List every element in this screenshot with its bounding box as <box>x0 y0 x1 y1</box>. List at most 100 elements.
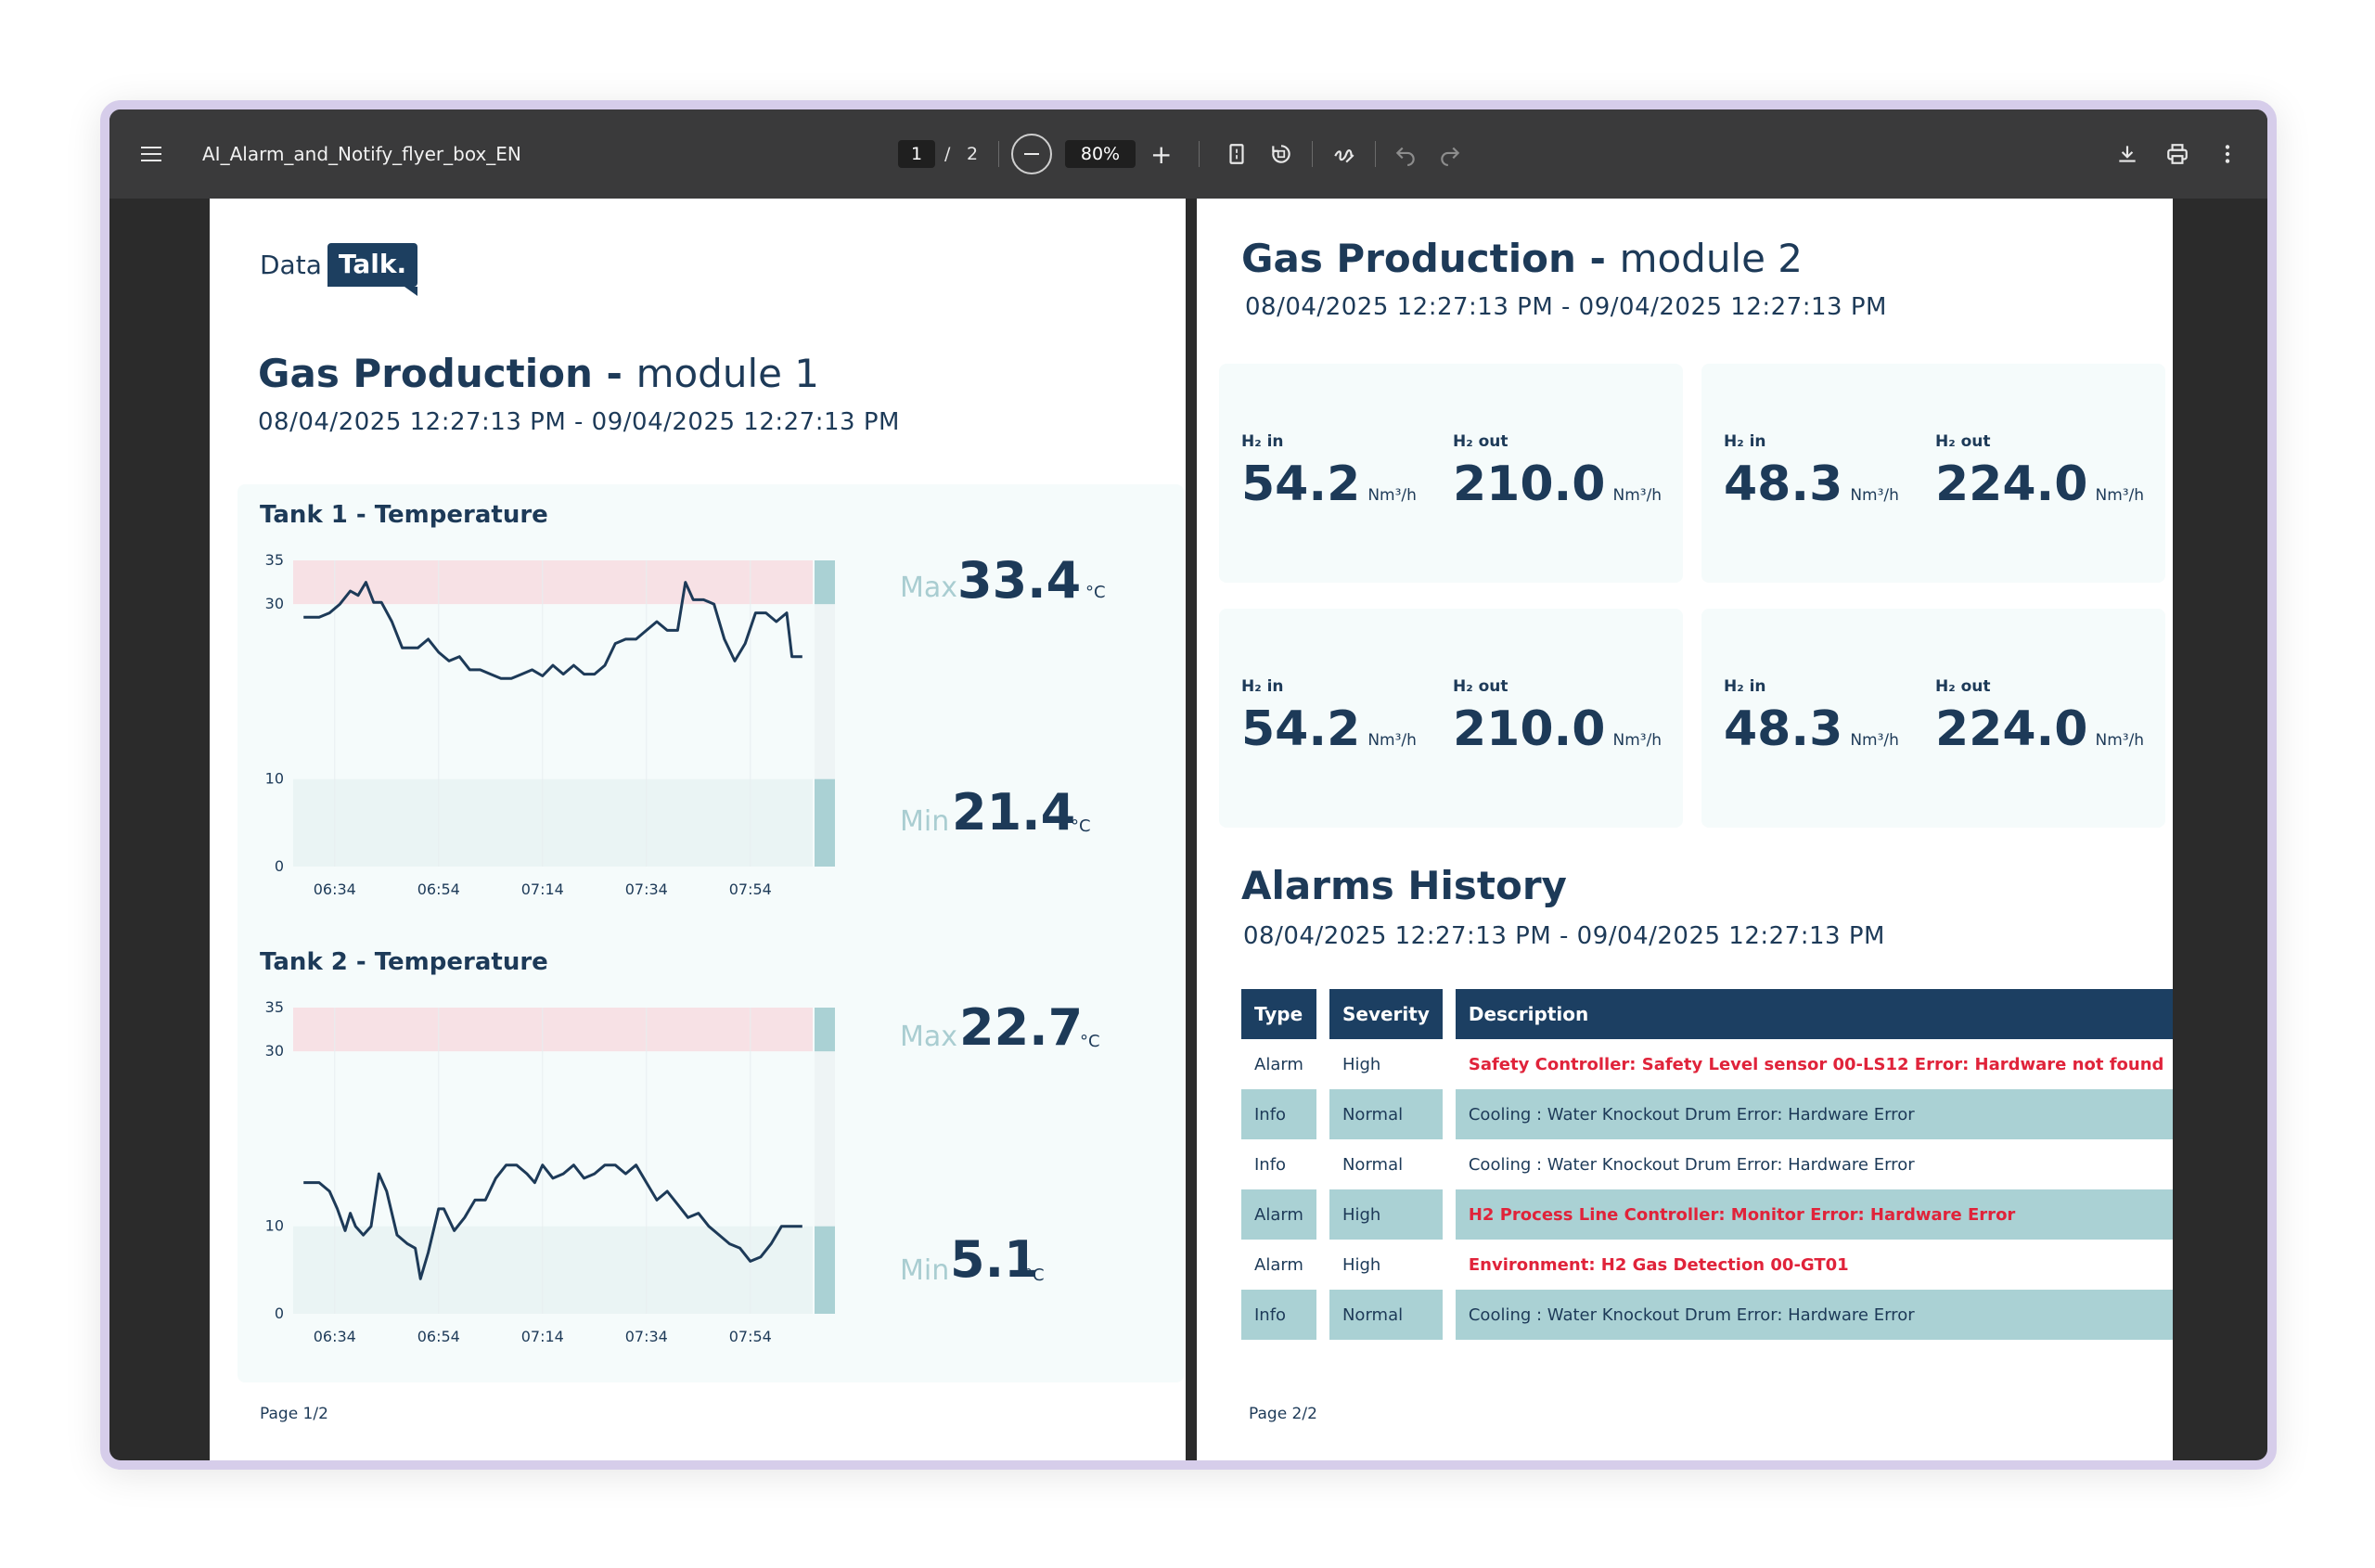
zoom-out-button[interactable] <box>1011 109 1052 199</box>
gauge-max-segment <box>815 1008 835 1052</box>
zoom-in-icon[interactable]: + <box>1150 138 1173 170</box>
pdf-page-2: Gas Production - module 2 08/04/2025 12:… <box>1197 199 2173 1460</box>
kpi-value: 54.2 <box>1241 456 1361 512</box>
tank2-max-value: 22.7 <box>959 998 1084 1057</box>
alarm-description: H2 Process Line Controller: Monitor Erro… <box>1455 1189 2173 1240</box>
kpi-value: 210.0 <box>1453 701 1606 757</box>
alarm-type: Info <box>1241 1290 1316 1340</box>
alarm-severity: High <box>1342 1054 1381 1074</box>
menu-icon[interactable] <box>141 109 167 199</box>
tank1-min-unit: °C <box>1071 816 1091 836</box>
redo-icon[interactable] <box>1436 109 1464 199</box>
y-tick-label: 30 <box>265 595 284 612</box>
alarm-type: Info <box>1254 1154 1287 1175</box>
tank1-max-label: Max <box>900 572 958 604</box>
x-tick-label: 07:14 <box>521 1328 564 1345</box>
undo-icon[interactable] <box>1392 109 1419 199</box>
y-tick-label: 35 <box>265 998 284 1016</box>
table-row: Alarm High H2 Process Line Controller: M… <box>1241 1189 2173 1240</box>
gauge-max-segment <box>815 560 835 605</box>
temperature-series-line <box>303 581 802 680</box>
h2-in-kpi: H₂ in 54.2 Nm³/h <box>1241 677 1417 757</box>
kpi-unit: Nm³/h <box>2095 731 2145 750</box>
kpi-label: H₂ out <box>1453 677 1508 696</box>
tank2-min-label: Min <box>900 1254 950 1287</box>
tank2-min-unit: °C <box>1024 1266 1045 1285</box>
y-tick-label: 30 <box>265 1042 284 1060</box>
document-title: AI_Alarm_and_Notify_flyer_box_EN <box>202 143 521 165</box>
h2-out-kpi: H₂ out 210.0 Nm³/h <box>1453 677 1662 757</box>
alarm-type: Alarm <box>1254 1254 1303 1275</box>
kpi-value: 224.0 <box>1935 701 2088 757</box>
page-date-range: 08/04/2025 12:27:13 PM - 09/04/2025 12:2… <box>1245 293 1887 321</box>
logo-data-text: Data <box>260 250 322 280</box>
kpi-label: H₂ out <box>1453 432 1508 451</box>
tank1-temperature-chart: 35 30 10 0 06:34 06:54 07:14 07:34 07:54 <box>265 551 835 898</box>
kpi-label: H₂ in <box>1241 677 1284 696</box>
h2-in-kpi: H₂ in 48.3 Nm³/h <box>1724 432 1899 512</box>
pdf-viewer-window: AI_Alarm_and_Notify_flyer_box_EN 1 / 2 8… <box>100 100 2277 1470</box>
rotate-icon[interactable] <box>1267 109 1295 199</box>
fit-page-icon[interactable] <box>1223 109 1251 199</box>
tank1-chart-title: Tank 1 - Temperature <box>260 501 548 529</box>
threshold-band <box>293 778 813 867</box>
alarm-description: Cooling : Water Knockout Drum Error: Har… <box>1468 1154 1915 1175</box>
page-footer: Page 2/2 <box>1249 1405 1317 1423</box>
viewer-toolbar: AI_Alarm_and_Notify_flyer_box_EN 1 / 2 8… <box>109 109 2267 199</box>
kpi-unit: Nm³/h <box>1850 731 1899 750</box>
tank1-max-unit: °C <box>1085 583 1106 602</box>
temperature-series-line <box>303 1163 802 1280</box>
alarm-severity: Normal <box>1329 1290 1443 1340</box>
tank2-max-label: Max <box>900 1021 958 1053</box>
kpi-value: 210.0 <box>1453 456 1606 512</box>
alarm-severity: High <box>1329 1189 1443 1240</box>
zoom-input[interactable]: 80% <box>1065 109 1136 199</box>
page-date-range: 08/04/2025 12:27:13 PM - 09/04/2025 12:2… <box>258 408 900 436</box>
zoom-level[interactable]: 80% <box>1065 140 1136 168</box>
table-row: Info Normal Cooling : Water Knockout Dru… <box>1241 1290 2173 1340</box>
alarm-description: Cooling : Water Knockout Drum Error: Har… <box>1455 1290 2173 1340</box>
toolbar-divider <box>998 141 999 167</box>
kpi-unit: Nm³/h <box>1612 486 1662 505</box>
alarm-type: Alarm <box>1241 1189 1316 1240</box>
kpi-unit: Nm³/h <box>1612 731 1662 750</box>
alarm-severity: Normal <box>1329 1089 1443 1139</box>
kpi-label: H₂ in <box>1724 432 1766 451</box>
y-tick-label: 35 <box>265 551 284 569</box>
tank2-chart-title: Tank 2 - Temperature <box>260 948 548 976</box>
tank2-min-value: 5.1 <box>950 1230 1039 1289</box>
annotate-icon[interactable] <box>1330 109 1358 199</box>
alarm-description: Cooling : Water Knockout Drum Error: Har… <box>1455 1089 2173 1139</box>
gauge-min-segment <box>815 1226 835 1314</box>
h2-in-kpi: H₂ in 54.2 Nm³/h <box>1241 432 1417 512</box>
y-tick-label: 0 <box>275 1305 284 1322</box>
kpi-card: H₂ in 48.3 Nm³/h H₂ out 224.0 Nm³/h <box>1701 364 2165 583</box>
kpi-card: H₂ in 54.2 Nm³/h H₂ out 210.0 Nm³/h <box>1219 364 1683 583</box>
more-options-icon[interactable] <box>2214 109 2241 199</box>
print-icon[interactable] <box>2163 109 2191 199</box>
current-page[interactable]: 1 <box>898 140 935 168</box>
alarms-date-range: 08/04/2025 12:27:13 PM - 09/04/2025 12:2… <box>1243 922 1885 950</box>
y-tick-label: 10 <box>265 1217 284 1235</box>
table-row: Info Normal Cooling : Water Knockout Dru… <box>1241 1089 2173 1139</box>
alarms-table: Type Severity Description Alarm High Saf… <box>1228 989 2173 1340</box>
kpi-label: H₂ in <box>1724 677 1766 696</box>
page-number-input[interactable]: 1 <box>898 109 935 199</box>
zoom-out-icon[interactable] <box>1011 134 1052 174</box>
y-tick-label: 0 <box>275 857 284 875</box>
x-tick-label: 07:14 <box>521 880 564 898</box>
alarm-severity: High <box>1342 1254 1381 1275</box>
kpi-card: H₂ in 54.2 Nm³/h H₂ out 210.0 Nm³/h <box>1219 609 1683 828</box>
kpi-label: H₂ out <box>1935 677 1991 696</box>
tank2-temperature-chart: 35 30 10 0 06:34 06:54 07:14 07:34 07:54 <box>265 998 835 1345</box>
alarm-type: Info <box>1241 1089 1316 1139</box>
page-title-module: module 2 <box>1619 236 1804 281</box>
kpi-value: 54.2 <box>1241 701 1361 757</box>
page-footer: Page 1/2 <box>260 1405 328 1423</box>
kpi-value: 48.3 <box>1724 701 1843 757</box>
logo-talk-text: Talk. <box>327 243 418 296</box>
severity-column-header: Severity <box>1329 989 1443 1039</box>
h2-out-kpi: H₂ out 224.0 Nm³/h <box>1935 432 2144 512</box>
h2-out-kpi: H₂ out 224.0 Nm³/h <box>1935 677 2144 757</box>
download-icon[interactable] <box>2113 109 2141 199</box>
